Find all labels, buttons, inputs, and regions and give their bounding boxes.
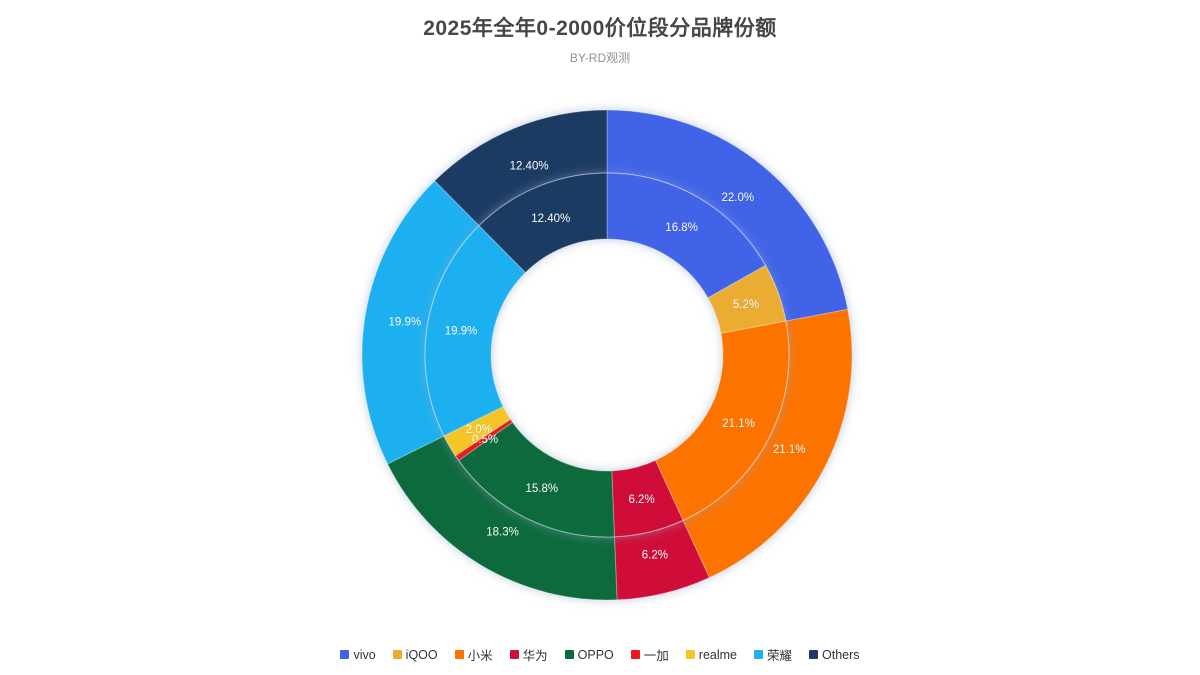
slice-label-outer-荣耀: 19.9% <box>388 316 421 328</box>
outer-ring-labels: 22.0% 21.1% 6.2% 18.3% 19.9% 12.40% <box>388 160 806 562</box>
legend-item-vivo[interactable]: vivo <box>340 647 376 662</box>
outer-ring <box>361 109 853 601</box>
chart-header: 2025年全年0-2000价位段分品牌份额 BY-RD观测 <box>0 12 1200 66</box>
chart-subtitle: BY-RD观测 <box>569 51 631 65</box>
legend-marker-icon <box>630 650 640 659</box>
legend-item-小米[interactable]: 小米 <box>454 645 493 664</box>
legend-marker-icon <box>564 650 574 659</box>
slice-inner-Others[interactable] <box>478 172 608 274</box>
legend-item-OPPO[interactable]: OPPO <box>564 647 614 662</box>
legend-label: 小米 <box>467 649 493 663</box>
slice-label-outer-OPPO: 18.3% <box>486 526 519 538</box>
legend-marker-icon <box>685 650 695 659</box>
legend-label: Others <box>822 647 860 662</box>
legend-marker-icon <box>754 650 764 659</box>
legend-label: 一加 <box>643 649 669 663</box>
slice-label-inner-Others: 12.40% <box>531 213 570 225</box>
legend-item-一加[interactable]: 一加 <box>630 645 669 664</box>
slice-label-outer-华为: 6.2% <box>642 549 668 561</box>
legend-label: 荣耀 <box>767 649 793 663</box>
legend-marker-icon <box>340 650 350 659</box>
slice-label-inner-小米: 21.1% <box>722 418 755 430</box>
legend-label: 华为 <box>522 649 548 663</box>
slice-label-outer-vivo: 22.0% <box>721 192 754 204</box>
legend-item-iQOO[interactable]: iQOO <box>392 647 438 662</box>
inner-ring <box>424 172 790 538</box>
slice-label-inner-iQOO: 5.2% <box>733 299 759 311</box>
ring-divider <box>424 172 790 538</box>
legend-marker-icon <box>809 650 819 659</box>
legend-marker-icon <box>392 650 402 659</box>
legend-item-Others[interactable]: Others <box>809 648 860 662</box>
legend-item-荣耀[interactable]: 荣耀 <box>754 645 792 664</box>
legend-marker-icon <box>509 650 519 659</box>
chart-legend: vivo iQOO 小米 华为 OPPO 一加 realme 荣耀 Others <box>0 645 1200 664</box>
slice-label-inner-华为: 6.2% <box>628 494 654 506</box>
legend-label: iQOO <box>405 647 438 662</box>
slice-label-inner-一加: 0.5% <box>472 434 498 446</box>
chart-title: 2025年全年0-2000价位段分品牌份额 <box>423 17 777 40</box>
slice-label-outer-小米: 21.1% <box>773 444 806 456</box>
legend-item-realme[interactable]: realme <box>685 647 738 662</box>
legend-label: vivo <box>353 647 376 662</box>
inner-ring-labels: 16.8% 5.2% 21.1% 6.2% 15.8% 0.5%2.0% 19.9% 12.4… <box>444 213 759 506</box>
slice-label-inner-realme: 2.0% <box>466 424 492 436</box>
legend-label: OPPO <box>577 647 614 662</box>
legend-item-华为[interactable]: 华为 <box>509 645 548 664</box>
legend-label: realme <box>698 647 738 662</box>
slice-label-inner-荣耀: 19.9% <box>445 326 478 338</box>
legend-marker-icon <box>454 650 464 659</box>
slice-label-inner-vivo: 16.8% <box>665 222 698 234</box>
slice-label-inner-OPPO: 15.8% <box>526 483 559 495</box>
slice-label-outer-Others: 12.40% <box>510 160 549 172</box>
